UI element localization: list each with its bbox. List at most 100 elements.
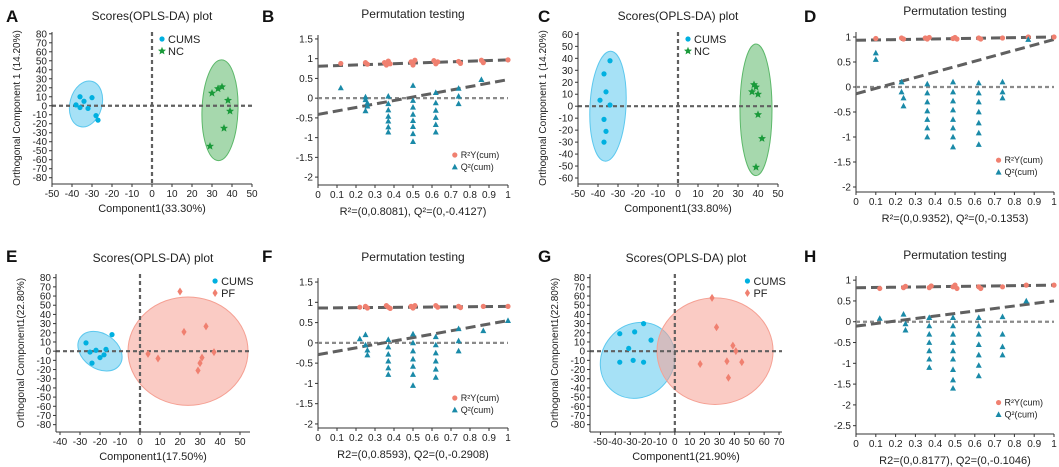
x-tick-label: 0.8 xyxy=(463,190,477,201)
chart-title: Permutation testing xyxy=(903,248,1006,262)
q2-point xyxy=(924,89,931,96)
x-tick-label: 0 xyxy=(315,190,321,201)
r2-point xyxy=(338,60,344,67)
q2-point xyxy=(950,97,957,104)
q2-point xyxy=(975,322,982,329)
q2-point xyxy=(455,347,462,354)
y-tick-label: 1.5 xyxy=(299,278,313,289)
y-tick-label: -40 xyxy=(37,383,52,394)
y-tick-label: -1.5 xyxy=(834,380,852,391)
y-tick-label: -2 xyxy=(842,183,851,194)
r2-point xyxy=(457,60,464,67)
legend-marker-cums xyxy=(212,278,218,284)
q2-point xyxy=(455,100,462,107)
q2-point xyxy=(926,355,933,362)
q2-point xyxy=(950,116,957,122)
q2-point xyxy=(900,94,907,101)
data-point-pf xyxy=(697,360,703,369)
data-point-pf xyxy=(177,287,183,296)
r2-point xyxy=(357,304,363,310)
data-point-cums xyxy=(630,357,636,363)
q2-point xyxy=(410,138,416,144)
legend-marker-q2 xyxy=(451,406,458,413)
q2-point xyxy=(926,331,933,337)
legend-label-r2: R²Y(cum) xyxy=(1005,398,1044,408)
q2-regression-line xyxy=(317,78,509,116)
r2-point xyxy=(387,61,393,67)
r2-point xyxy=(1051,282,1057,288)
data-point-cums xyxy=(85,105,91,112)
x-tick-label: 10 xyxy=(154,437,166,448)
y-tick-label: -60 xyxy=(33,155,48,166)
r2-point xyxy=(954,285,960,292)
data-point-cums xyxy=(77,94,83,100)
data-point-cums xyxy=(603,128,609,134)
q2-point xyxy=(902,320,909,327)
x-tick-label: 0.1 xyxy=(330,433,344,444)
q2-point xyxy=(364,99,371,106)
legend-label-r2: R²Y(cum) xyxy=(1005,155,1044,165)
x-tick-label: 0.5 xyxy=(948,439,962,450)
x-tick-label: -10 xyxy=(653,437,668,448)
y-tick-label: 70 xyxy=(36,38,48,49)
y-tick-label: 0 xyxy=(579,347,585,358)
y-tick-label: 0.5 xyxy=(837,58,851,69)
legend-label-cums: CUMS xyxy=(694,34,726,46)
r2-point xyxy=(435,59,441,65)
y-tick-label: 1 xyxy=(845,276,851,287)
x-tick-label: -40 xyxy=(591,189,606,200)
data-point-nc xyxy=(206,142,214,150)
y-tick-label: 1 xyxy=(307,54,313,65)
y-tick-label: -30 xyxy=(37,374,52,385)
y-tick-label: 0 xyxy=(845,83,851,94)
q2-point xyxy=(356,335,363,342)
chart-title: Scores(OPLS-DA) plot xyxy=(92,9,213,23)
q2-point xyxy=(975,341,982,348)
confidence-ellipse-nc xyxy=(201,59,239,162)
q2-point xyxy=(975,141,982,147)
q2-regression-line xyxy=(855,299,1055,328)
chart-title: Scores(OPLS-DA) plot xyxy=(618,9,739,23)
q2-regression-line xyxy=(855,38,1055,96)
q2-point xyxy=(455,85,462,91)
x-tick-label: -10 xyxy=(651,189,666,200)
r2-point xyxy=(480,303,486,309)
x-tick-label: 50 xyxy=(234,437,246,448)
legend-label-cums: CUMS xyxy=(221,276,253,288)
q2-point xyxy=(872,49,879,56)
q2-point xyxy=(900,311,907,317)
x-tick-label: 30 xyxy=(206,189,218,200)
confidence-ellipse-cums xyxy=(68,80,104,128)
legend-label-nc: NC xyxy=(694,46,710,58)
q2-point xyxy=(950,339,957,345)
data-point-cums xyxy=(109,332,115,338)
y-tick-label: -50 xyxy=(559,162,574,173)
q2-point xyxy=(410,123,416,129)
x-tick-label: 0.8 xyxy=(1007,197,1021,208)
x-tick-label: 0.7 xyxy=(444,190,458,201)
panel-letter: A xyxy=(6,7,18,26)
data-point-cums xyxy=(607,58,613,64)
q2-point xyxy=(924,116,931,122)
x-tick-label: 0.2 xyxy=(349,433,363,444)
q2-point xyxy=(898,78,905,85)
q2-point xyxy=(975,351,982,358)
x-tick-label: 0 xyxy=(137,437,143,448)
x-tick-label: -30 xyxy=(623,437,638,448)
data-point-pf xyxy=(725,373,732,382)
x-axis-label: Component1(17.50%) xyxy=(99,451,207,463)
r2-point xyxy=(435,304,441,310)
y-tick-label: 1.5 xyxy=(299,34,313,45)
q2-point xyxy=(950,124,957,131)
x-tick-label: -20 xyxy=(105,189,120,200)
q2-point xyxy=(898,88,905,95)
x-tick-label: 1 xyxy=(1051,439,1057,450)
data-point-cums xyxy=(73,102,79,108)
data-point-cums xyxy=(640,321,647,327)
y-tick-label: -60 xyxy=(559,174,574,185)
y-tick-label: 30 xyxy=(574,319,586,330)
data-point-nc xyxy=(214,84,222,93)
y-tick-label: 40 xyxy=(40,310,52,321)
data-point-pf xyxy=(203,322,209,331)
q2-point xyxy=(876,315,883,321)
